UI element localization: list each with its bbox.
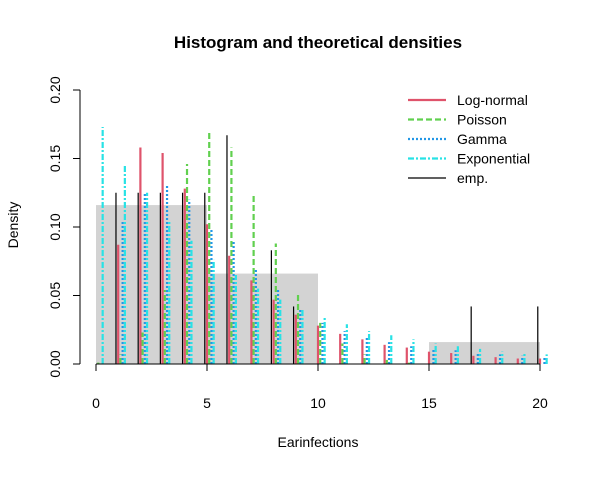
x-axis-label: Earinfections xyxy=(278,434,359,450)
y-tick-label-3: 0.15 xyxy=(47,145,63,172)
axes: 0 5 10 15 20 0.00 0.05 0.10 0.15 0.20 xyxy=(47,76,548,411)
legend-label-3: Exponential xyxy=(457,151,530,167)
y-axis-label: Density xyxy=(5,202,21,249)
histogram-bin-0 xyxy=(96,205,207,364)
series-exponential xyxy=(101,126,548,364)
density-series xyxy=(97,126,548,364)
chart-title: Histogram and theoretical densities xyxy=(174,33,462,52)
histogram-bin-1 xyxy=(207,273,318,364)
x-tick-label-1: 5 xyxy=(203,395,211,411)
histogram-bin-3 xyxy=(429,342,540,364)
y-tick-label-0: 0.00 xyxy=(47,350,63,377)
series-gamma xyxy=(121,185,546,364)
y-tick-label-1: 0.05 xyxy=(47,282,63,309)
legend-label-4: emp. xyxy=(457,170,488,186)
y-tick-label-2: 0.10 xyxy=(47,213,63,240)
x-tick-label-3: 15 xyxy=(421,395,437,411)
x-tick-label-0: 0 xyxy=(92,395,100,411)
series-log-normal xyxy=(117,147,542,364)
y-tick-label-4: 0.20 xyxy=(47,76,63,103)
legend-label-0: Log-normal xyxy=(457,92,528,108)
series-emp- xyxy=(115,135,539,364)
legend: Log-normal Poisson Gamma Exponential emp. xyxy=(408,92,530,186)
legend-label-2: Gamma xyxy=(457,131,507,147)
series-poisson xyxy=(97,132,411,364)
x-tick-label-2: 10 xyxy=(310,395,326,411)
x-tick-label-4: 20 xyxy=(532,395,548,411)
legend-label-1: Poisson xyxy=(457,112,507,128)
